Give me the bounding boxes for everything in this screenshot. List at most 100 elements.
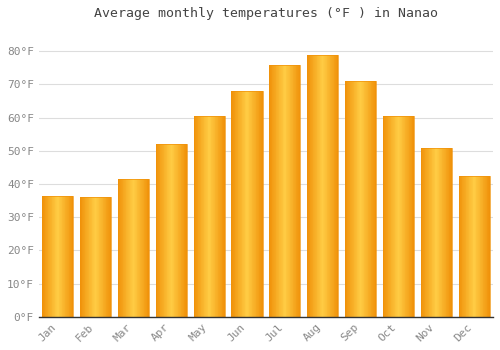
- Bar: [174, 144, 175, 317]
- Bar: [399, 116, 400, 317]
- Bar: [148, 179, 149, 317]
- Bar: [328, 55, 329, 317]
- Bar: [434, 148, 436, 317]
- Bar: [250, 91, 251, 317]
- Bar: [237, 91, 238, 317]
- Bar: [135, 179, 136, 317]
- Bar: [80, 197, 81, 317]
- Bar: [242, 91, 243, 317]
- Bar: [200, 116, 202, 317]
- Bar: [145, 179, 146, 317]
- Bar: [258, 91, 260, 317]
- Bar: [255, 91, 256, 317]
- Bar: [478, 176, 479, 317]
- Bar: [156, 144, 158, 317]
- Bar: [485, 176, 486, 317]
- Bar: [461, 176, 462, 317]
- Bar: [94, 197, 95, 317]
- Bar: [169, 144, 170, 317]
- Bar: [96, 197, 97, 317]
- Bar: [276, 64, 277, 317]
- Bar: [335, 55, 336, 317]
- Bar: [270, 64, 271, 317]
- Bar: [280, 64, 281, 317]
- Bar: [272, 64, 273, 317]
- Bar: [223, 116, 224, 317]
- Bar: [412, 116, 413, 317]
- Bar: [389, 116, 390, 317]
- Bar: [204, 116, 206, 317]
- Bar: [47, 196, 48, 317]
- Bar: [374, 81, 376, 317]
- Bar: [107, 197, 108, 317]
- Bar: [209, 116, 210, 317]
- Bar: [386, 116, 387, 317]
- Bar: [208, 116, 209, 317]
- Bar: [354, 81, 355, 317]
- Bar: [321, 55, 322, 317]
- Bar: [138, 179, 139, 317]
- Bar: [331, 55, 332, 317]
- Bar: [324, 55, 325, 317]
- Bar: [63, 196, 64, 317]
- Bar: [359, 81, 360, 317]
- Bar: [413, 116, 414, 317]
- Bar: [173, 144, 174, 317]
- Bar: [140, 179, 141, 317]
- Title: Average monthly temperatures (°F ) in Nanao: Average monthly temperatures (°F ) in Na…: [94, 7, 438, 20]
- Bar: [367, 81, 368, 317]
- Bar: [194, 116, 195, 317]
- Bar: [308, 55, 310, 317]
- Bar: [421, 148, 422, 317]
- Bar: [471, 176, 472, 317]
- Bar: [356, 81, 358, 317]
- Bar: [482, 176, 484, 317]
- Bar: [345, 81, 346, 317]
- Bar: [80, 197, 111, 317]
- Bar: [124, 179, 125, 317]
- Bar: [244, 91, 246, 317]
- Bar: [273, 64, 274, 317]
- Bar: [370, 81, 372, 317]
- Bar: [372, 81, 373, 317]
- Bar: [470, 176, 471, 317]
- Bar: [194, 116, 224, 317]
- Bar: [172, 144, 173, 317]
- Bar: [292, 64, 294, 317]
- Bar: [109, 197, 110, 317]
- Bar: [330, 55, 331, 317]
- Bar: [411, 116, 412, 317]
- Bar: [163, 144, 164, 317]
- Bar: [484, 176, 485, 317]
- Bar: [365, 81, 366, 317]
- Bar: [241, 91, 242, 317]
- Bar: [182, 144, 183, 317]
- Bar: [294, 64, 295, 317]
- Bar: [60, 196, 61, 317]
- Bar: [64, 196, 66, 317]
- Bar: [432, 148, 433, 317]
- Bar: [129, 179, 130, 317]
- Bar: [353, 81, 354, 317]
- Bar: [423, 148, 424, 317]
- Bar: [139, 179, 140, 317]
- Bar: [218, 116, 219, 317]
- Bar: [141, 179, 142, 317]
- Bar: [288, 64, 290, 317]
- Bar: [43, 196, 44, 317]
- Bar: [403, 116, 404, 317]
- Bar: [156, 144, 187, 317]
- Bar: [130, 179, 131, 317]
- Bar: [319, 55, 320, 317]
- Bar: [393, 116, 394, 317]
- Bar: [282, 64, 284, 317]
- Bar: [481, 176, 482, 317]
- Bar: [437, 148, 438, 317]
- Bar: [444, 148, 445, 317]
- Bar: [366, 81, 367, 317]
- Bar: [66, 196, 67, 317]
- Bar: [410, 116, 411, 317]
- Bar: [54, 196, 56, 317]
- Bar: [287, 64, 288, 317]
- Bar: [348, 81, 349, 317]
